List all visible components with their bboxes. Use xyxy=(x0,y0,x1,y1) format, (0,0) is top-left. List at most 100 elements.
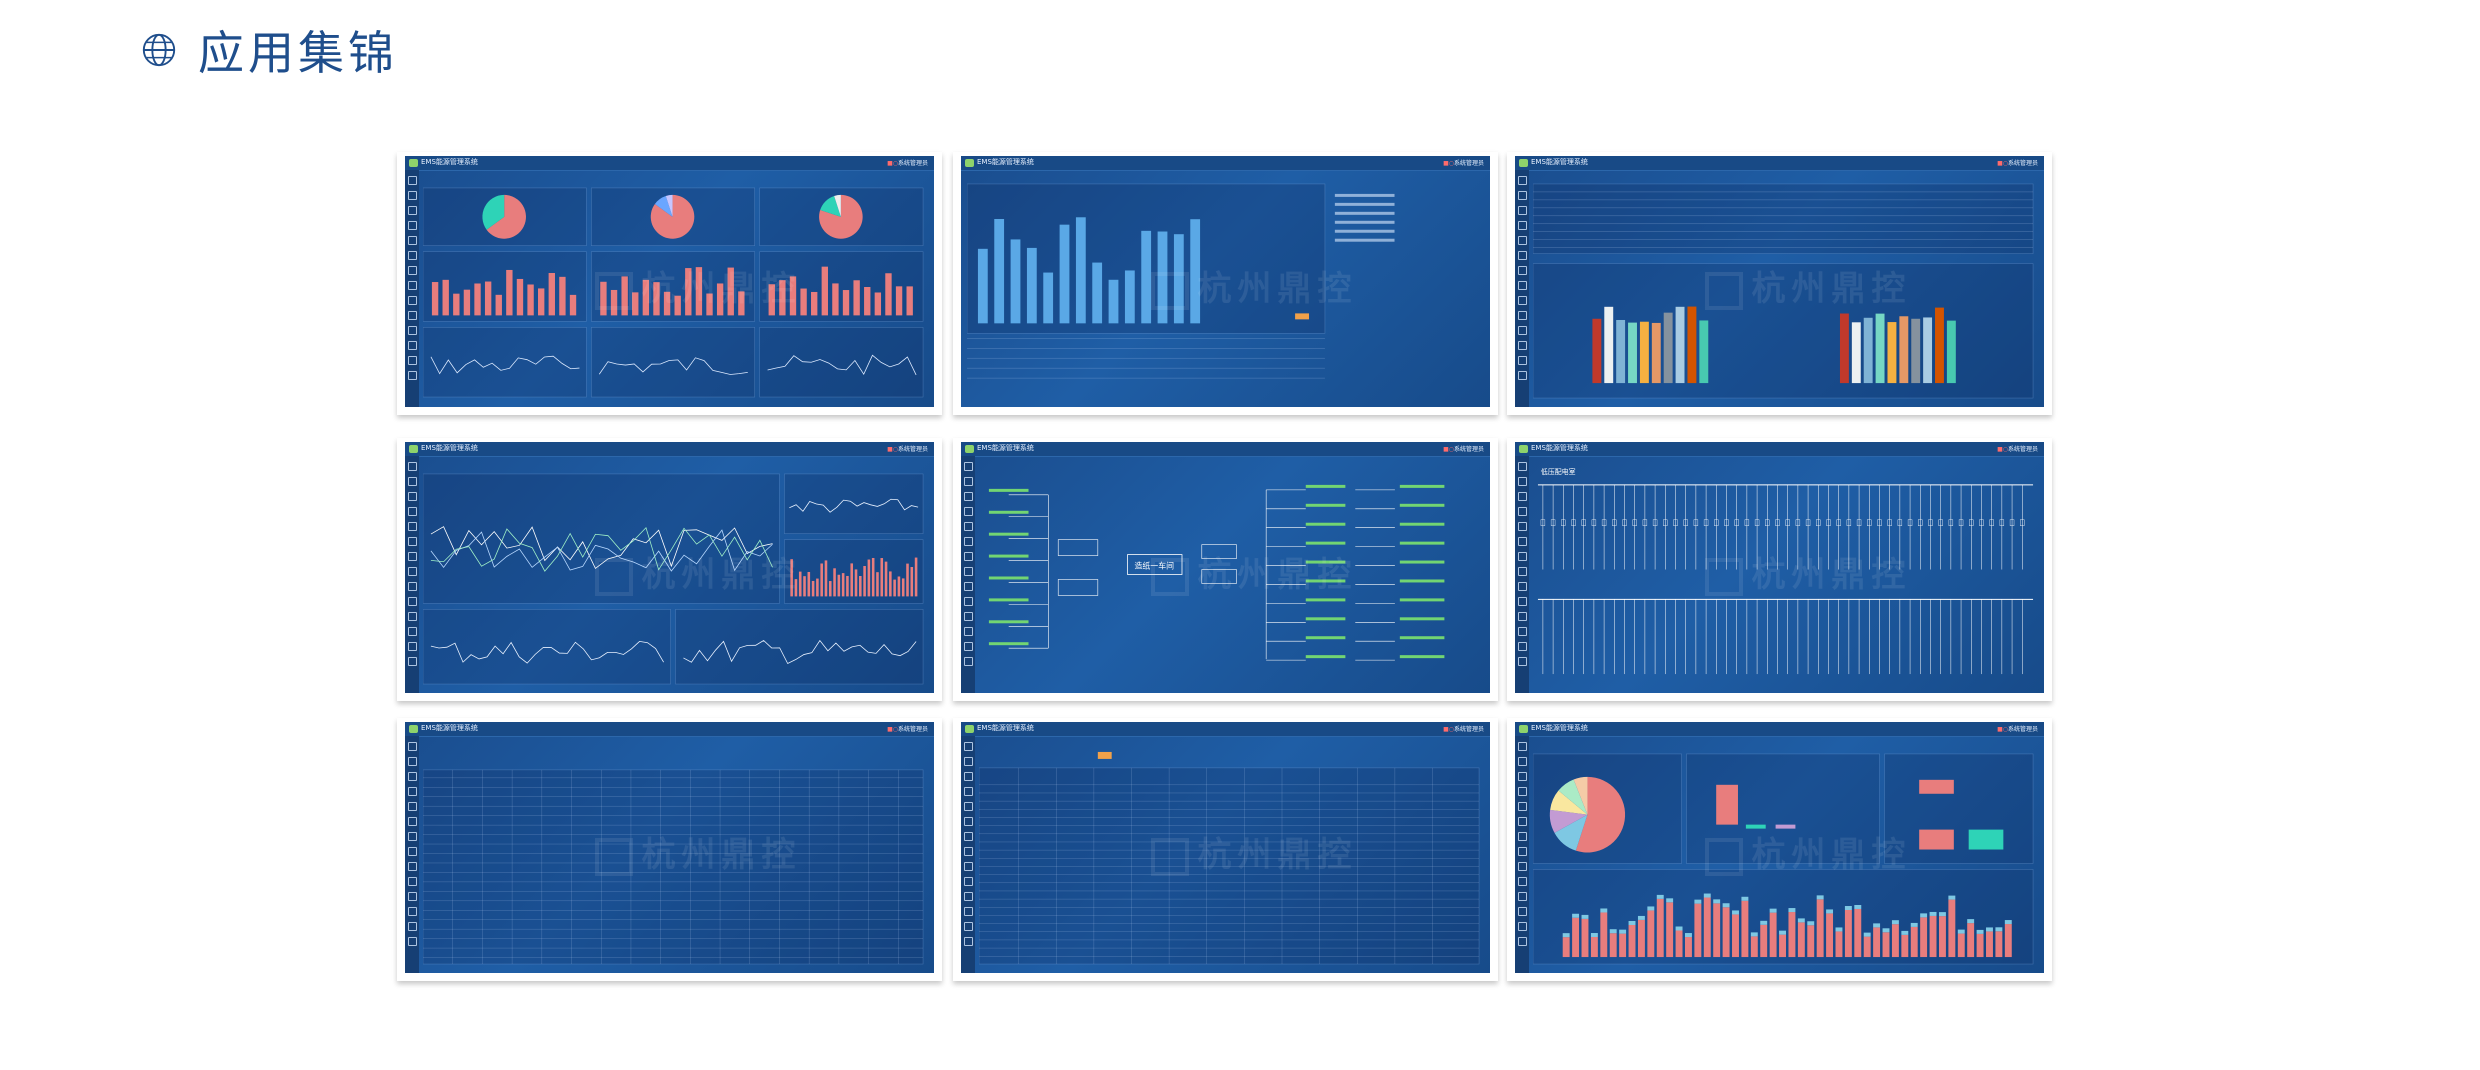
sidebar-icon[interactable] xyxy=(963,832,973,841)
sidebar-icon[interactable] xyxy=(1517,742,1527,751)
sidebar-icon[interactable] xyxy=(1517,236,1527,245)
sidebar-icon[interactable] xyxy=(1517,311,1527,320)
screenshot-card-6[interactable]: EMS能源管理系统 系统管理员 低压配电室 杭州鼎控 xyxy=(1507,438,2052,701)
sidebar-icon[interactable] xyxy=(963,847,973,856)
sidebar-icon[interactable] xyxy=(407,507,417,516)
sidebar-icon[interactable] xyxy=(407,492,417,501)
screenshot-card-8[interactable]: EMS能源管理系统 系统管理员 杭州鼎控 xyxy=(953,718,1498,981)
sidebar-icon[interactable] xyxy=(963,492,973,501)
sidebar-icon[interactable] xyxy=(1517,582,1527,591)
sidebar-icon[interactable] xyxy=(407,627,417,636)
sidebar-icon[interactable] xyxy=(1517,657,1527,666)
sidebar-icon[interactable] xyxy=(1517,176,1527,185)
sidebar-icon[interactable] xyxy=(407,847,417,856)
sidebar-icon[interactable] xyxy=(1517,191,1527,200)
sidebar-icon[interactable] xyxy=(1517,221,1527,230)
sidebar-icon[interactable] xyxy=(1517,787,1527,796)
sidebar-icon[interactable] xyxy=(963,877,973,886)
sidebar-icon[interactable] xyxy=(963,597,973,606)
sidebar-icon[interactable] xyxy=(1517,597,1527,606)
sidebar-icon[interactable] xyxy=(407,877,417,886)
sidebar-icon[interactable] xyxy=(963,787,973,796)
sidebar-icon[interactable] xyxy=(1517,266,1527,275)
sidebar-icon[interactable] xyxy=(407,892,417,901)
sidebar-icon[interactable] xyxy=(963,627,973,636)
sidebar-icon[interactable] xyxy=(1517,326,1527,335)
sidebar-icon[interactable] xyxy=(963,772,973,781)
sidebar-icon[interactable] xyxy=(407,191,417,200)
sidebar-icon[interactable] xyxy=(1517,477,1527,486)
sidebar-icon[interactable] xyxy=(407,176,417,185)
sidebar-icon[interactable] xyxy=(407,296,417,305)
sidebar-icon[interactable] xyxy=(407,567,417,576)
sidebar-icon[interactable] xyxy=(963,862,973,871)
sidebar-icon[interactable] xyxy=(963,742,973,751)
screenshot-card-2[interactable]: EMS能源管理系统 系统管理员 杭州鼎控 xyxy=(953,152,1498,415)
sidebar-icon[interactable] xyxy=(1517,281,1527,290)
screenshot-card-9[interactable]: EMS能源管理系统 系统管理员 杭州鼎控 xyxy=(1507,718,2052,981)
sidebar-icon[interactable] xyxy=(1517,642,1527,651)
sidebar-icon[interactable] xyxy=(407,356,417,365)
sidebar-icon[interactable] xyxy=(407,742,417,751)
sidebar-icon[interactable] xyxy=(1517,877,1527,886)
sidebar-icon[interactable] xyxy=(407,462,417,471)
sidebar-icon[interactable] xyxy=(1517,507,1527,516)
sidebar-icon[interactable] xyxy=(407,281,417,290)
sidebar-icon[interactable] xyxy=(407,787,417,796)
sidebar-icon[interactable] xyxy=(1517,892,1527,901)
sidebar-icon[interactable] xyxy=(1517,862,1527,871)
sidebar-icon[interactable] xyxy=(407,612,417,621)
sidebar-icon[interactable] xyxy=(963,657,973,666)
sidebar-icon[interactable] xyxy=(407,907,417,916)
sidebar-icon[interactable] xyxy=(407,341,417,350)
sidebar-icon[interactable] xyxy=(407,757,417,766)
sidebar-icon[interactable] xyxy=(407,311,417,320)
sidebar-icon[interactable] xyxy=(963,937,973,946)
screenshot-card-5[interactable]: EMS能源管理系统 系统管理员 造纸一车间 杭州鼎控 xyxy=(953,438,1498,701)
sidebar-icon[interactable] xyxy=(407,802,417,811)
sidebar-icon[interactable] xyxy=(407,326,417,335)
sidebar-icon[interactable] xyxy=(407,817,417,826)
sidebar-icon[interactable] xyxy=(407,522,417,531)
sidebar-icon[interactable] xyxy=(407,206,417,215)
sidebar-icon[interactable] xyxy=(963,802,973,811)
sidebar-icon[interactable] xyxy=(963,582,973,591)
sidebar-icon[interactable] xyxy=(407,537,417,546)
sidebar-icon[interactable] xyxy=(1517,922,1527,931)
sidebar-icon[interactable] xyxy=(1517,907,1527,916)
sidebar-icon[interactable] xyxy=(1517,537,1527,546)
screenshot-card-1[interactable]: EMS能源管理系统 系统管理员 杭州鼎控 xyxy=(397,152,942,415)
sidebar-icon[interactable] xyxy=(407,251,417,260)
sidebar-icon[interactable] xyxy=(963,757,973,766)
sidebar-icon[interactable] xyxy=(1517,612,1527,621)
sidebar-icon[interactable] xyxy=(407,552,417,561)
sidebar-icon[interactable] xyxy=(963,522,973,531)
sidebar-icon[interactable] xyxy=(963,612,973,621)
sidebar-icon[interactable] xyxy=(407,582,417,591)
sidebar-icon[interactable] xyxy=(407,937,417,946)
sidebar-icon[interactable] xyxy=(1517,937,1527,946)
sidebar-icon[interactable] xyxy=(1517,251,1527,260)
sidebar-icon[interactable] xyxy=(1517,522,1527,531)
sidebar-icon[interactable] xyxy=(963,477,973,486)
sidebar-icon[interactable] xyxy=(963,567,973,576)
sidebar-icon[interactable] xyxy=(1517,567,1527,576)
sidebar-icon[interactable] xyxy=(1517,341,1527,350)
sidebar-icon[interactable] xyxy=(407,772,417,781)
sidebar-icon[interactable] xyxy=(407,371,417,380)
sidebar-icon[interactable] xyxy=(407,477,417,486)
sidebar-icon[interactable] xyxy=(963,907,973,916)
sidebar-icon[interactable] xyxy=(407,236,417,245)
sidebar-icon[interactable] xyxy=(407,642,417,651)
sidebar-icon[interactable] xyxy=(1517,206,1527,215)
sidebar-icon[interactable] xyxy=(1517,462,1527,471)
screenshot-card-3[interactable]: EMS能源管理系统 系统管理员 杭州鼎控 xyxy=(1507,152,2052,415)
sidebar-icon[interactable] xyxy=(407,266,417,275)
sidebar-icon[interactable] xyxy=(1517,817,1527,826)
sidebar-icon[interactable] xyxy=(407,597,417,606)
sidebar-icon[interactable] xyxy=(1517,492,1527,501)
sidebar-icon[interactable] xyxy=(963,892,973,901)
sidebar-icon[interactable] xyxy=(963,817,973,826)
sidebar-icon[interactable] xyxy=(1517,552,1527,561)
sidebar-icon[interactable] xyxy=(1517,847,1527,856)
